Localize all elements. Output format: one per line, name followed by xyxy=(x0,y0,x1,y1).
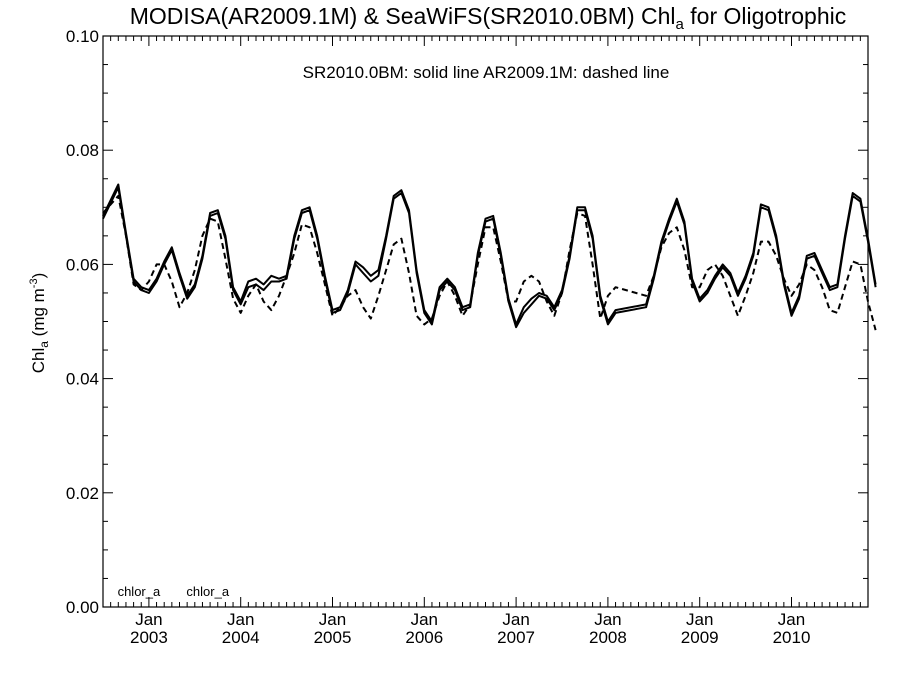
x-tick-label-month: Jan xyxy=(227,610,254,629)
y-axis-label-superscript: -3 xyxy=(28,278,40,288)
annotations: chlor_a chlor_a xyxy=(118,584,230,599)
x-tick-label-year: 2005 xyxy=(314,628,352,647)
x-tick-label-year: 2009 xyxy=(681,628,719,647)
y-axis-label-unit: (mg m xyxy=(29,288,48,341)
annotation-label: chlor_a xyxy=(118,584,161,599)
series-group xyxy=(102,183,877,331)
series-line-1-solid xyxy=(102,183,877,326)
plot-frame xyxy=(102,35,869,608)
x-tick-label-month: Jan xyxy=(502,610,529,629)
y-axis-label-subscript: a xyxy=(37,341,51,348)
x-tick-label-year: 2008 xyxy=(589,628,627,647)
y-axis-label-main: Chl xyxy=(29,348,48,374)
x-tick-label-year: 2004 xyxy=(222,628,260,647)
y-tick-label: 0.06 xyxy=(66,255,99,274)
chart-title-main: MODISA(AR2009.1M) & SeaWiFS(SR2010.0BM) … xyxy=(130,3,676,29)
chart-title-subscript: a xyxy=(676,16,685,33)
x-tick-label-year: 2007 xyxy=(497,628,535,647)
x-tick-label-month: Jan xyxy=(686,610,713,629)
y-tick-label: 0.04 xyxy=(66,370,99,389)
annotation-label: chlor_a xyxy=(186,584,229,599)
x-tick-label-year: 2006 xyxy=(405,628,443,647)
series-line-2-solid xyxy=(102,186,877,329)
x-tick-label-year: 2010 xyxy=(773,628,811,647)
x-tick-label-month: Jan xyxy=(135,610,162,629)
y-tick-label: 0.08 xyxy=(66,141,99,160)
x-tick-label-month: Jan xyxy=(594,610,621,629)
y-axis-label: Chla (mg m-3) xyxy=(28,273,51,374)
x-ticks: Jan2003Jan2004Jan2005Jan2006Jan2007Jan20… xyxy=(110,36,861,647)
chart-title-tail: for Oligotrophic xyxy=(684,3,846,29)
y-axis-label-unit-close: ) xyxy=(29,273,48,279)
x-tick-label-month: Jan xyxy=(319,610,346,629)
y-tick-label: 0.10 xyxy=(66,27,99,46)
series-line-3-dashed xyxy=(102,194,877,331)
chart-title: MODISA(AR2009.1M) & SeaWiFS(SR2010.0BM) … xyxy=(130,3,846,33)
x-tick-label-month: Jan xyxy=(778,610,805,629)
x-tick-label-month: Jan xyxy=(411,610,438,629)
chart-subtitle: SR2010.0BM: solid line AR2009.1M: dashed… xyxy=(303,63,670,82)
y-ticks: 0.00 0.02 0.04 0.06 0.08 0.10 xyxy=(66,27,868,617)
x-tick-label-year: 2003 xyxy=(130,628,168,647)
y-tick-label: 0.02 xyxy=(66,484,99,503)
y-tick-label: 0.00 xyxy=(66,598,99,617)
